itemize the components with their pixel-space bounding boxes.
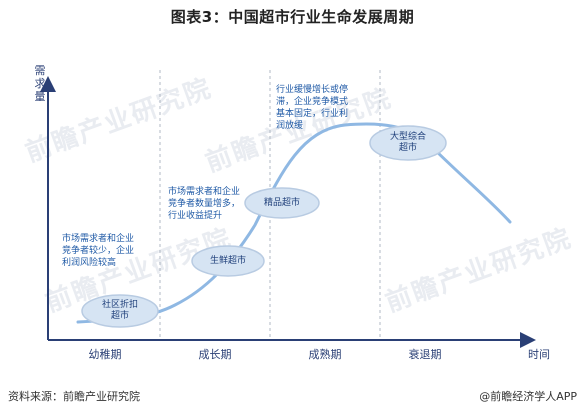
bubble-community-discount: 社区折扣 超市 xyxy=(101,300,138,321)
bubble-shape xyxy=(244,187,320,219)
bubble-shape xyxy=(191,245,265,277)
stage-note-growth: 市场需求者和企业 竞争者数量增多， 行业收益提升 xyxy=(168,187,241,221)
bubble-shape xyxy=(81,294,159,328)
bubble-fresh-supermarket: 生鲜超市 xyxy=(209,255,246,266)
y-axis-label: 需求量 xyxy=(34,64,46,103)
source-text: 资料来源：前瞻产业研究院 xyxy=(8,390,140,403)
stage-label-infant: 幼稚期 xyxy=(88,348,122,361)
stage-label-growth: 成长期 xyxy=(198,348,232,361)
credit-text: @前瞻经济学人APP xyxy=(479,390,577,403)
stage-note-infant: 市场需求者和企业 竞争者较少，企业 利润风险较高 xyxy=(62,234,135,268)
x-axis-label: 时间 xyxy=(528,348,550,361)
page-title: 图表3：中国超市行业生命发展周期 xyxy=(170,8,415,26)
bubble-boutique-supermarket: 精品超市 xyxy=(263,197,300,208)
stage-label-mature: 成熟期 xyxy=(308,348,342,361)
stage-note-mature: 行业缓慢增长或停 滞，企业竞争模式 基本固定，行业利 润放缓 xyxy=(276,85,349,131)
bubble-hypermarket: 大型综合 超市 xyxy=(389,132,426,153)
bubble-shape xyxy=(369,125,447,161)
stage-label-decline: 衰退期 xyxy=(408,348,442,361)
